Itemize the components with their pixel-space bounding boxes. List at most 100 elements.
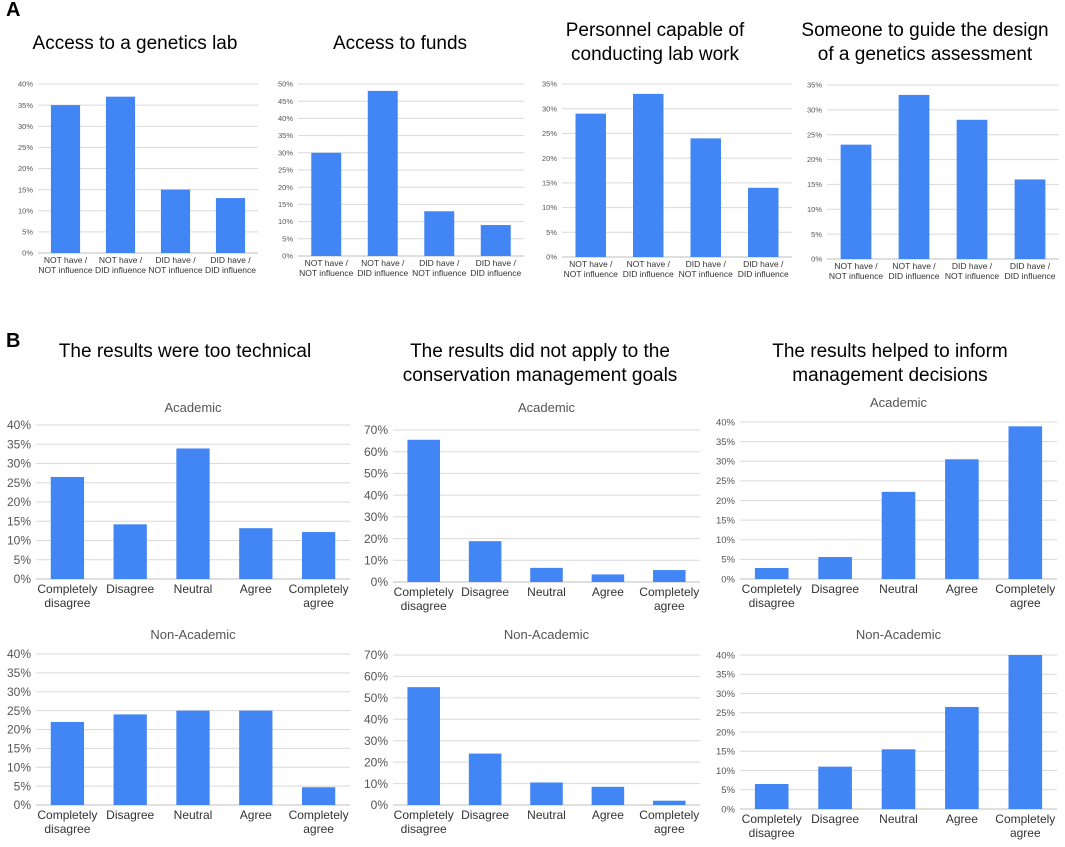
x-category-label: NOT have / xyxy=(99,255,143,265)
x-category-label: DID influence xyxy=(888,271,939,281)
chart-title-guide: Someone to guide the design of a genetics… xyxy=(785,19,1065,67)
x-category-label: DID influence xyxy=(738,269,789,279)
bar xyxy=(575,113,606,258)
y-tick-label: 25% xyxy=(7,704,31,718)
title-line: The results did not apply to the xyxy=(410,341,670,362)
bar xyxy=(898,94,930,259)
y-tick-label: 25% xyxy=(542,129,557,138)
chart-notapply-academic: Academic 0% 10% 20% 30% 40% 50% 60% 70% Completel… xyxy=(364,400,700,613)
bar xyxy=(239,528,273,579)
chart-genetics-lab: 0%5%10%15%20%25%30%35%40%NOT have /NOT i… xyxy=(18,80,258,275)
x-category-label: agree xyxy=(1010,826,1041,840)
y-tick-label: 70% xyxy=(364,423,388,437)
chart-notapply-nonacademic: Non-Academic 0% 10% 20% 30% 40% 50% 60% 70% Compl… xyxy=(364,627,700,836)
y-tick-label: 0% xyxy=(14,798,32,812)
x-category-label: DID have / xyxy=(952,261,993,271)
bar xyxy=(956,119,988,259)
bar xyxy=(105,96,136,253)
bar xyxy=(1014,179,1046,259)
title-line: Personnel capable of xyxy=(565,20,745,41)
y-tick-label: 10% xyxy=(716,535,736,546)
y-tick-label: 10% xyxy=(7,534,31,548)
bar xyxy=(840,144,872,259)
y-tick-label: 30% xyxy=(716,457,736,468)
y-tick-label: 20% xyxy=(807,155,822,164)
y-tick-label: 35% xyxy=(542,80,557,89)
y-tick-label: 20% xyxy=(364,532,388,546)
y-tick-label: 30% xyxy=(18,122,33,131)
bar xyxy=(1008,655,1043,809)
x-category-label: NOT have / xyxy=(44,255,88,265)
bar xyxy=(881,491,916,579)
y-tick-label: 35% xyxy=(18,101,33,110)
y-tick-label: 0% xyxy=(811,255,822,264)
y-tick-label: 10% xyxy=(364,777,388,791)
y-tick-label: 40% xyxy=(716,650,736,661)
y-tick-label: 15% xyxy=(716,747,736,758)
x-category-label: Completely xyxy=(289,582,349,596)
y-tick-label: 5% xyxy=(546,228,557,237)
y-tick-label: 30% xyxy=(807,105,822,114)
y-tick-label: 10% xyxy=(364,553,388,567)
x-category-label: Agree xyxy=(240,582,272,596)
group-title-did-not-apply: The results did not apply to the conserva… xyxy=(370,340,710,388)
bar xyxy=(881,749,916,809)
bar xyxy=(407,687,440,805)
x-category-label: Agree xyxy=(946,812,978,826)
y-tick-label: 25% xyxy=(716,708,736,719)
x-category-label: disagree xyxy=(401,822,447,836)
x-category-label: NOT influence xyxy=(679,269,733,279)
y-tick-label: 70% xyxy=(364,648,388,662)
bar xyxy=(1008,426,1043,579)
bar xyxy=(176,448,210,579)
chart-title-personnel-line: Personnel capable of conducting lab work xyxy=(530,19,780,67)
x-category-label: DID have / xyxy=(686,259,727,269)
bar xyxy=(591,574,625,582)
x-category-label: Neutral xyxy=(174,582,213,596)
x-category-label: Disagree xyxy=(461,585,509,599)
y-tick-label: 5% xyxy=(22,228,33,237)
x-category-label: Completely xyxy=(995,812,1055,826)
chart-guide: 0%5%10%15%20%25%30%35%NOT have /NOT infl… xyxy=(807,81,1059,281)
y-tick-label: 35% xyxy=(278,131,293,140)
chart-subtitle: Non-Academic xyxy=(504,627,590,642)
y-tick-label: 15% xyxy=(7,742,31,756)
y-tick-label: 15% xyxy=(807,180,822,189)
y-tick-label: 30% xyxy=(542,104,557,113)
y-tick-label: 20% xyxy=(278,183,293,192)
y-tick-label: 35% xyxy=(7,666,31,680)
y-tick-label: 0% xyxy=(22,249,33,258)
y-tick-label: 15% xyxy=(716,515,736,526)
x-category-label: Neutral xyxy=(527,585,566,599)
bar xyxy=(653,570,686,582)
x-category-label: NOT influence xyxy=(412,268,466,278)
chart-title-funds: Access to funds xyxy=(332,33,468,54)
bar xyxy=(215,198,246,253)
chart-helped-nonacademic: Non-Academic 0% 5% 10% 15% 20% 25% 30% 35% 40% Com… xyxy=(716,627,1057,840)
x-category-label: DID have / xyxy=(155,255,196,265)
y-tick-label: 5% xyxy=(721,785,735,796)
y-tick-label: 10% xyxy=(716,766,736,777)
bar xyxy=(113,524,147,579)
y-tick-label: 15% xyxy=(7,514,31,528)
bar xyxy=(591,786,625,805)
y-tick-label: 40% xyxy=(716,417,736,428)
bar xyxy=(754,783,789,809)
y-tick-label: 60% xyxy=(364,445,388,459)
x-category-label: NOT have / xyxy=(892,261,936,271)
y-tick-label: 45% xyxy=(278,97,293,106)
x-category-label: Completely xyxy=(37,808,97,822)
x-category-label: NOT influence xyxy=(299,268,353,278)
y-tick-label: 5% xyxy=(811,230,822,239)
y-tick-label: 50% xyxy=(364,691,388,705)
title-line: conservation management goals xyxy=(402,364,678,386)
x-category-label: disagree xyxy=(749,596,795,610)
group-title-did-not-apply-line: The results did not apply to the conserva… xyxy=(370,340,710,388)
y-tick-label: 0% xyxy=(721,574,735,585)
title-line: management decisions xyxy=(792,364,988,386)
x-category-label: Disagree xyxy=(461,808,509,822)
y-tick-label: 35% xyxy=(716,437,736,448)
x-category-label: Completely xyxy=(639,808,699,822)
bar xyxy=(748,187,779,257)
x-category-label: NOT influence xyxy=(829,271,883,281)
